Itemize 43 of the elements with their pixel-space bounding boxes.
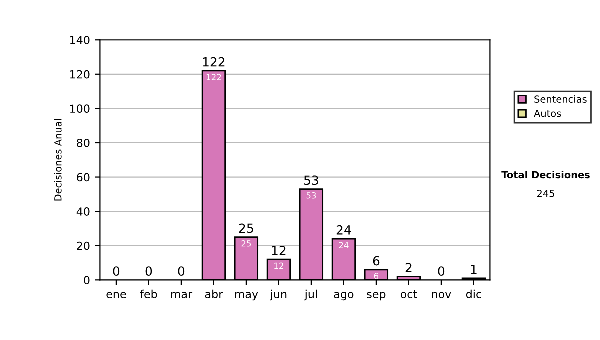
data-label: 53 (306, 192, 316, 199)
text: Total Decisiones (502, 171, 590, 179)
total-label: 53 (304, 176, 318, 186)
data-label: 6 (374, 273, 379, 280)
x-tick-label: oct (400, 290, 418, 298)
y-tick-label: 0 (84, 276, 90, 285)
data-label: 25 (242, 240, 252, 247)
x-tick-label: mar (171, 292, 193, 298)
x-tick-label: sep (367, 292, 386, 301)
legend-label: Autos (534, 110, 562, 118)
x-tick-label: ene (106, 292, 126, 298)
y-tick-label: 40 (76, 208, 90, 216)
y-tick-label: 140 (70, 36, 90, 44)
text: 245 (537, 190, 554, 198)
total-label: 12 (272, 246, 286, 256)
x-tick-label: jul (304, 290, 318, 301)
data-label: 122 (206, 74, 222, 80)
y-axis-title: Decisiones Anual (54, 119, 62, 201)
total-label: 24 (336, 225, 352, 235)
x-tick-label: ago (334, 292, 354, 301)
x-tick-label: may (235, 292, 258, 301)
x-tick-label: dic (466, 290, 482, 298)
total-label: 122 (203, 57, 225, 67)
total-label: 1 (471, 265, 477, 274)
legend-label: Sentencias (534, 95, 587, 104)
x-tick-label: jun (270, 290, 287, 301)
total-label: 6 (373, 256, 380, 266)
total-label: 25 (239, 224, 254, 234)
total-label: 0 (178, 266, 185, 276)
x-tick-label: abr (205, 290, 224, 298)
total-label: 0 (113, 266, 120, 276)
y-tick-label: 100 (70, 104, 90, 114)
y-tick-label: 20 (77, 242, 90, 250)
x-tick-label: nov (432, 292, 452, 298)
total-label: 0 (438, 266, 445, 276)
data-label: 12 (274, 262, 284, 269)
data-label: 24 (339, 242, 349, 248)
y-tick-label: 60 (77, 173, 90, 182)
x-tick-label: feb (140, 290, 158, 298)
y-tick-label: 120 (70, 70, 90, 79)
total-label: 2 (406, 263, 412, 272)
y-tick-label: 80 (77, 138, 90, 148)
total-label: 0 (146, 266, 152, 276)
